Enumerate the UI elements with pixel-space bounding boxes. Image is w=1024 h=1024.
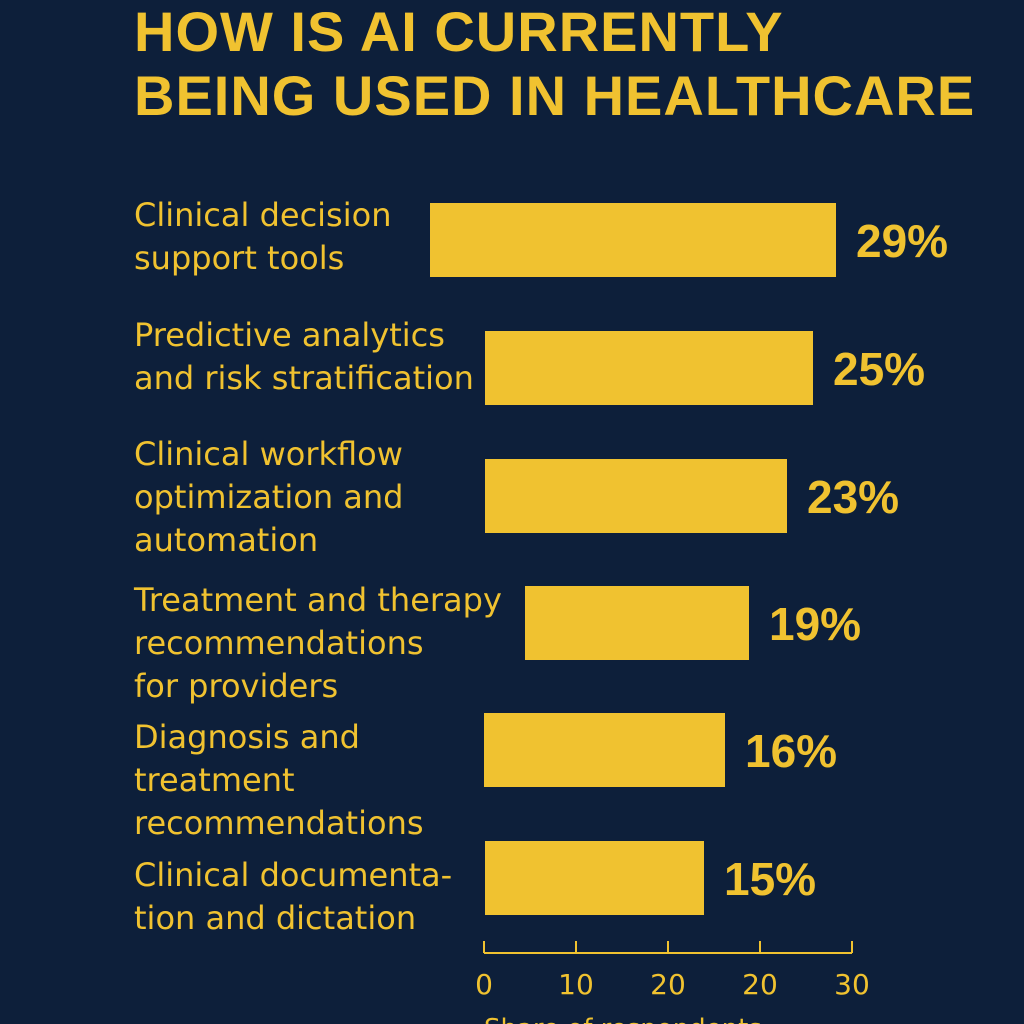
- category-label-treatment-therapy: Treatment and therapy recommendations fo…: [134, 579, 502, 708]
- x-axis-tick-label: 20: [742, 968, 778, 1001]
- x-axis-tick-label: 10: [558, 968, 594, 1001]
- category-label-line: Clinical workflow: [134, 435, 403, 473]
- bar-value-label: 15%: [724, 853, 816, 905]
- category-label-line: Clinical documenta-: [134, 856, 453, 894]
- category-label-line: recommendations: [134, 804, 424, 842]
- x-axis-tick-label: 30: [834, 968, 870, 1001]
- category-label-line: for providers: [134, 667, 339, 705]
- category-label-line: recommendations: [134, 624, 424, 662]
- category-label-clinical-documentation: Clinical documenta- tion and dictation: [134, 854, 452, 940]
- category-label-line: and risk stratification: [134, 359, 474, 397]
- category-label-line: Predictive analytics: [134, 316, 445, 354]
- bar: [430, 203, 836, 277]
- bar-value-label: 29%: [856, 215, 948, 267]
- chart-title-line: HOW IS AI CURRENTLY: [134, 0, 784, 63]
- category-label-line: treatment: [134, 761, 295, 799]
- x-axis-tick-label: 20: [650, 968, 686, 1001]
- category-label-clinical-decision-support: Clinical decision support tools: [134, 194, 391, 280]
- bar-value-label: 23%: [807, 471, 899, 523]
- bar-value-label: 25%: [833, 343, 925, 395]
- bar-value-label: 16%: [745, 725, 837, 777]
- chart-title: HOW IS AI CURRENTLY BEING USED IN HEALTH…: [134, 0, 994, 128]
- category-label-line: tion and dictation: [134, 899, 417, 937]
- category-label-predictive-analytics: Predictive analytics and risk stratifica…: [134, 314, 474, 400]
- x-axis-title: Share of respondents: [484, 1014, 762, 1024]
- category-label-line: optimization and: [134, 478, 404, 516]
- bar: [484, 713, 725, 787]
- category-label-line: Clinical decision: [134, 196, 392, 234]
- category-label-diagnosis-treatment: Diagnosis and treatment recommendations: [134, 716, 424, 845]
- category-label-line: automation: [134, 521, 319, 559]
- bar: [485, 841, 704, 915]
- bar: [485, 331, 813, 405]
- category-label-line: support tools: [134, 239, 345, 277]
- bar: [525, 586, 749, 660]
- category-label-line: Treatment and therapy: [134, 581, 502, 619]
- x-axis-tick-label: 0: [475, 968, 493, 1001]
- bar: [485, 459, 787, 533]
- category-label-line: Diagnosis and: [134, 718, 360, 756]
- category-label-clinical-workflow: Clinical workflow optimization and autom…: [134, 433, 403, 562]
- chart-title-line: BEING USED IN HEALTHCARE: [134, 64, 976, 127]
- bar-value-label: 19%: [769, 598, 861, 650]
